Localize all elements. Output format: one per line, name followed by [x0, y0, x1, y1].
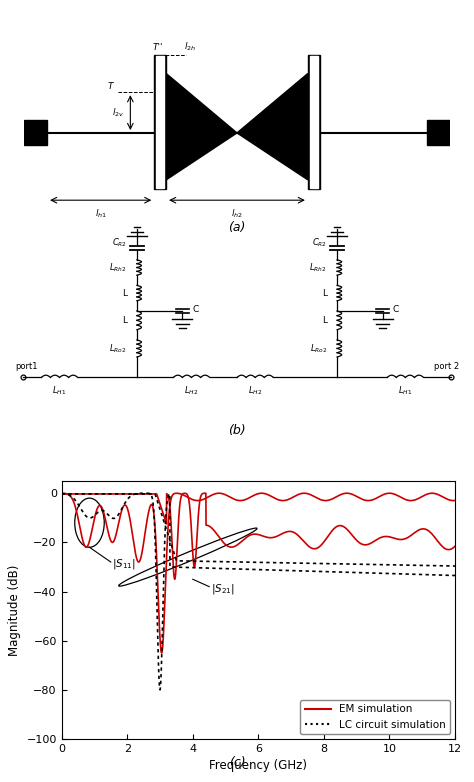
Bar: [308, 55, 320, 189]
Text: L: L: [122, 289, 127, 298]
Bar: [154, 55, 166, 189]
Text: L: L: [322, 289, 327, 298]
Text: port1: port1: [15, 362, 37, 371]
Text: $L_{Ro2}$: $L_{Ro2}$: [109, 343, 127, 355]
Text: (c): (c): [228, 756, 246, 769]
Text: $C_{R2}$: $C_{R2}$: [112, 237, 127, 249]
Text: $C_{R2}$: $C_{R2}$: [312, 237, 327, 249]
Text: (b): (b): [228, 424, 246, 437]
Text: T: T: [108, 81, 113, 91]
Text: $L_{Ro2}$: $L_{Ro2}$: [310, 343, 327, 355]
Text: $L_{H1}$: $L_{H1}$: [398, 385, 412, 397]
Polygon shape: [166, 74, 237, 180]
Bar: [156, 56, 164, 188]
Bar: [24, 120, 47, 145]
Text: $|S_{21}|$: $|S_{21}|$: [211, 582, 235, 596]
Text: (a): (a): [228, 221, 246, 234]
Text: $l_{h2}$: $l_{h2}$: [231, 207, 243, 220]
X-axis label: Frequency (GHz): Frequency (GHz): [210, 759, 307, 773]
Text: T'': T'': [153, 42, 164, 52]
Polygon shape: [237, 74, 308, 180]
Text: $L_{Rh2}$: $L_{Rh2}$: [109, 261, 127, 274]
Text: $|S_{11}|$: $|S_{11}|$: [112, 558, 137, 572]
Bar: [427, 120, 450, 145]
Text: $l_{2h}$: $l_{2h}$: [184, 41, 196, 53]
Text: L: L: [322, 316, 327, 325]
Text: $L_{Rh2}$: $L_{Rh2}$: [310, 261, 327, 274]
Text: C: C: [192, 305, 199, 314]
Text: $L_{H2}$: $L_{H2}$: [248, 385, 262, 397]
Text: $L_{H1}$: $L_{H1}$: [53, 385, 67, 397]
Text: $L_{H2}$: $L_{H2}$: [184, 385, 199, 397]
Y-axis label: Magnitude (dB): Magnitude (dB): [8, 565, 21, 655]
Text: $l_{2v}$: $l_{2v}$: [111, 106, 124, 119]
Legend: EM simulation, LC circuit simulation: EM simulation, LC circuit simulation: [301, 700, 450, 734]
Text: C: C: [392, 305, 399, 314]
Bar: [310, 56, 318, 188]
Text: L: L: [122, 316, 127, 325]
Text: port 2: port 2: [434, 362, 459, 371]
Text: $l_{h1}$: $l_{h1}$: [95, 207, 107, 220]
